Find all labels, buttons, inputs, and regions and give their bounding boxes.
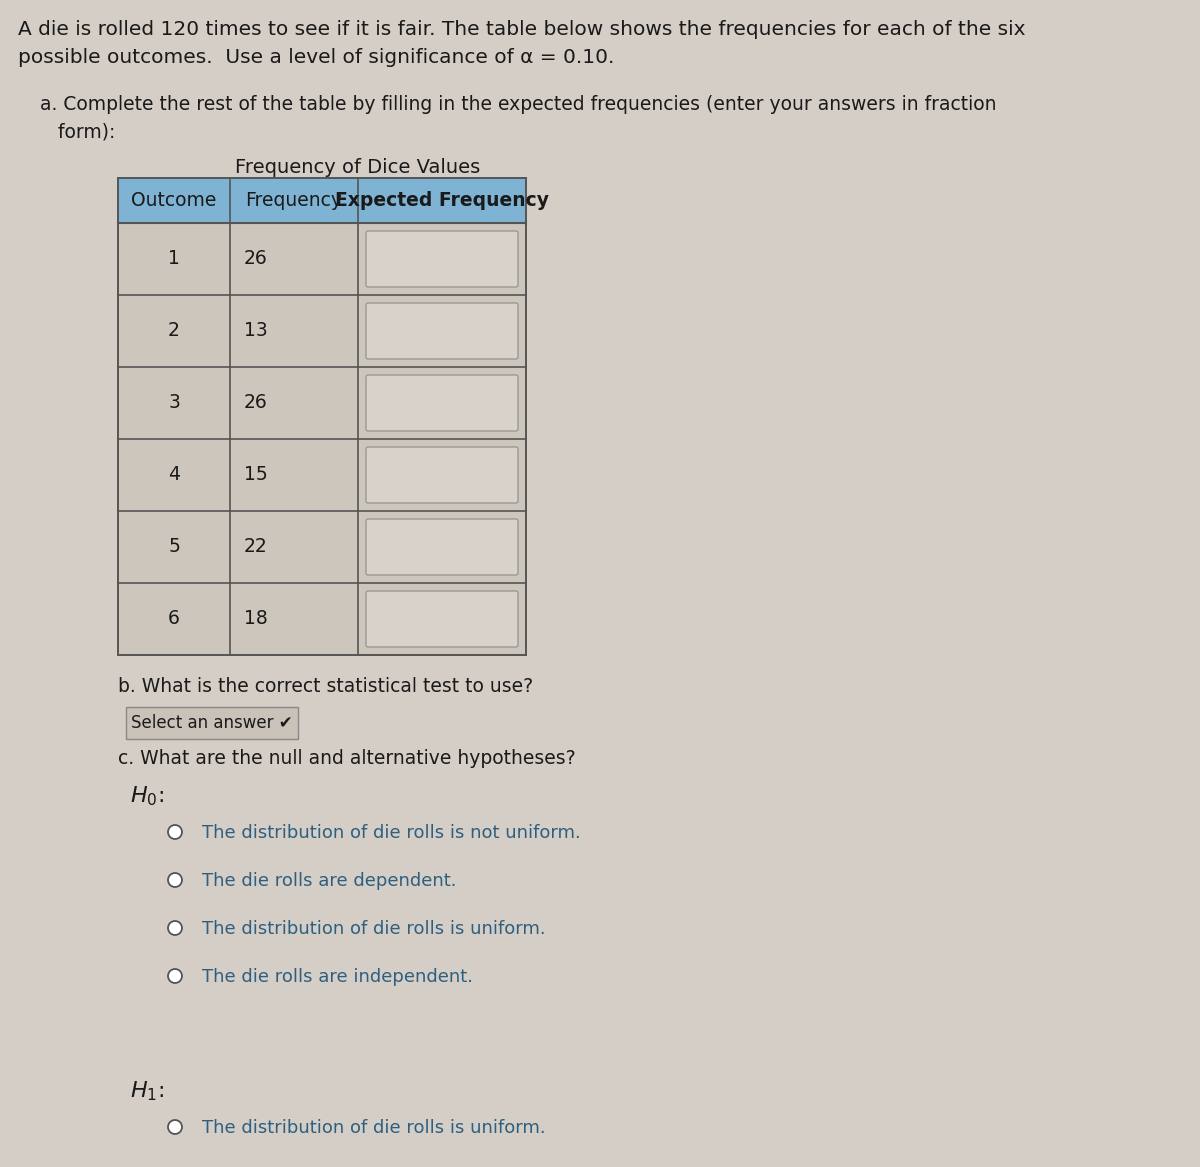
Text: 4: 4	[168, 466, 180, 484]
Text: 1: 1	[168, 250, 180, 268]
Text: 15: 15	[244, 466, 268, 484]
Circle shape	[168, 921, 182, 935]
Text: Outcome: Outcome	[131, 191, 217, 210]
FancyBboxPatch shape	[366, 591, 518, 647]
Text: A die is rolled 120 times to see if it is fair. The table below shows the freque: A die is rolled 120 times to see if it i…	[18, 20, 1026, 39]
Text: The distribution of die rolls is uniform.: The distribution of die rolls is uniform…	[202, 1119, 546, 1137]
Text: Select an answer ✔: Select an answer ✔	[131, 714, 293, 732]
Text: Frequency: Frequency	[246, 191, 342, 210]
Text: The die rolls are independent.: The die rolls are independent.	[202, 967, 473, 986]
Circle shape	[168, 873, 182, 887]
FancyBboxPatch shape	[366, 519, 518, 575]
Text: $H_1$:: $H_1$:	[130, 1079, 164, 1103]
Text: 2: 2	[168, 321, 180, 341]
FancyBboxPatch shape	[366, 303, 518, 359]
Text: 26: 26	[244, 250, 268, 268]
FancyBboxPatch shape	[366, 447, 518, 503]
Circle shape	[168, 1120, 182, 1134]
Text: Frequency of Dice Values: Frequency of Dice Values	[235, 158, 480, 177]
Text: 18: 18	[244, 609, 268, 629]
FancyBboxPatch shape	[366, 375, 518, 431]
Text: 6: 6	[168, 609, 180, 629]
Text: 22: 22	[244, 538, 268, 557]
Text: a. Complete the rest of the table by filling in the expected frequencies (enter : a. Complete the rest of the table by fil…	[40, 95, 996, 114]
Text: 5: 5	[168, 538, 180, 557]
Text: form):: form):	[40, 123, 115, 142]
Bar	[118, 179, 526, 223]
FancyBboxPatch shape	[126, 707, 298, 739]
Text: c. What are the null and alternative hypotheses?: c. What are the null and alternative hyp…	[118, 749, 576, 768]
Text: The distribution of die rolls is not uniform.: The distribution of die rolls is not uni…	[202, 824, 581, 843]
Text: 3: 3	[168, 393, 180, 412]
Text: $H_0$:: $H_0$:	[130, 784, 164, 808]
Text: b. What is the correct statistical test to use?: b. What is the correct statistical test …	[118, 677, 533, 696]
Bar	[118, 223, 526, 655]
Text: possible outcomes.  Use a level of significance of α = 0.10.: possible outcomes. Use a level of signif…	[18, 48, 614, 67]
Circle shape	[168, 969, 182, 983]
Text: The distribution of die rolls is uniform.: The distribution of die rolls is uniform…	[202, 920, 546, 938]
FancyBboxPatch shape	[366, 231, 518, 287]
Text: Expected Frequency: Expected Frequency	[335, 191, 550, 210]
Text: 13: 13	[244, 321, 268, 341]
Circle shape	[168, 825, 182, 839]
Text: The die rolls are dependent.: The die rolls are dependent.	[202, 872, 456, 890]
Text: 26: 26	[244, 393, 268, 412]
